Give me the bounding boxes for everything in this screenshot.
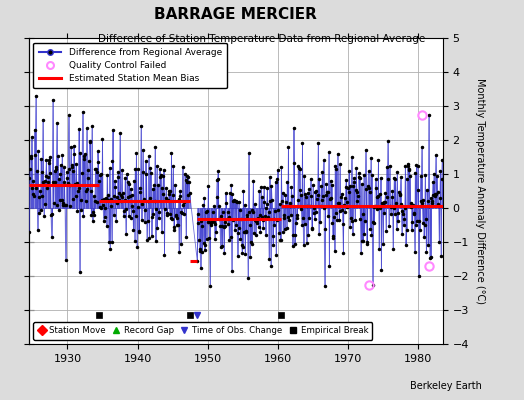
- Title: BARRAGE MERCIER: BARRAGE MERCIER: [155, 6, 317, 22]
- Text: Difference of Station Temperature Data from Regional Average: Difference of Station Temperature Data f…: [99, 34, 425, 44]
- Y-axis label: Monthly Temperature Anomaly Difference (°C): Monthly Temperature Anomaly Difference (…: [475, 78, 485, 304]
- Legend: Station Move, Record Gap, Time of Obs. Change, Empirical Break: Station Move, Record Gap, Time of Obs. C…: [33, 322, 373, 340]
- Text: Berkeley Earth: Berkeley Earth: [410, 381, 482, 391]
